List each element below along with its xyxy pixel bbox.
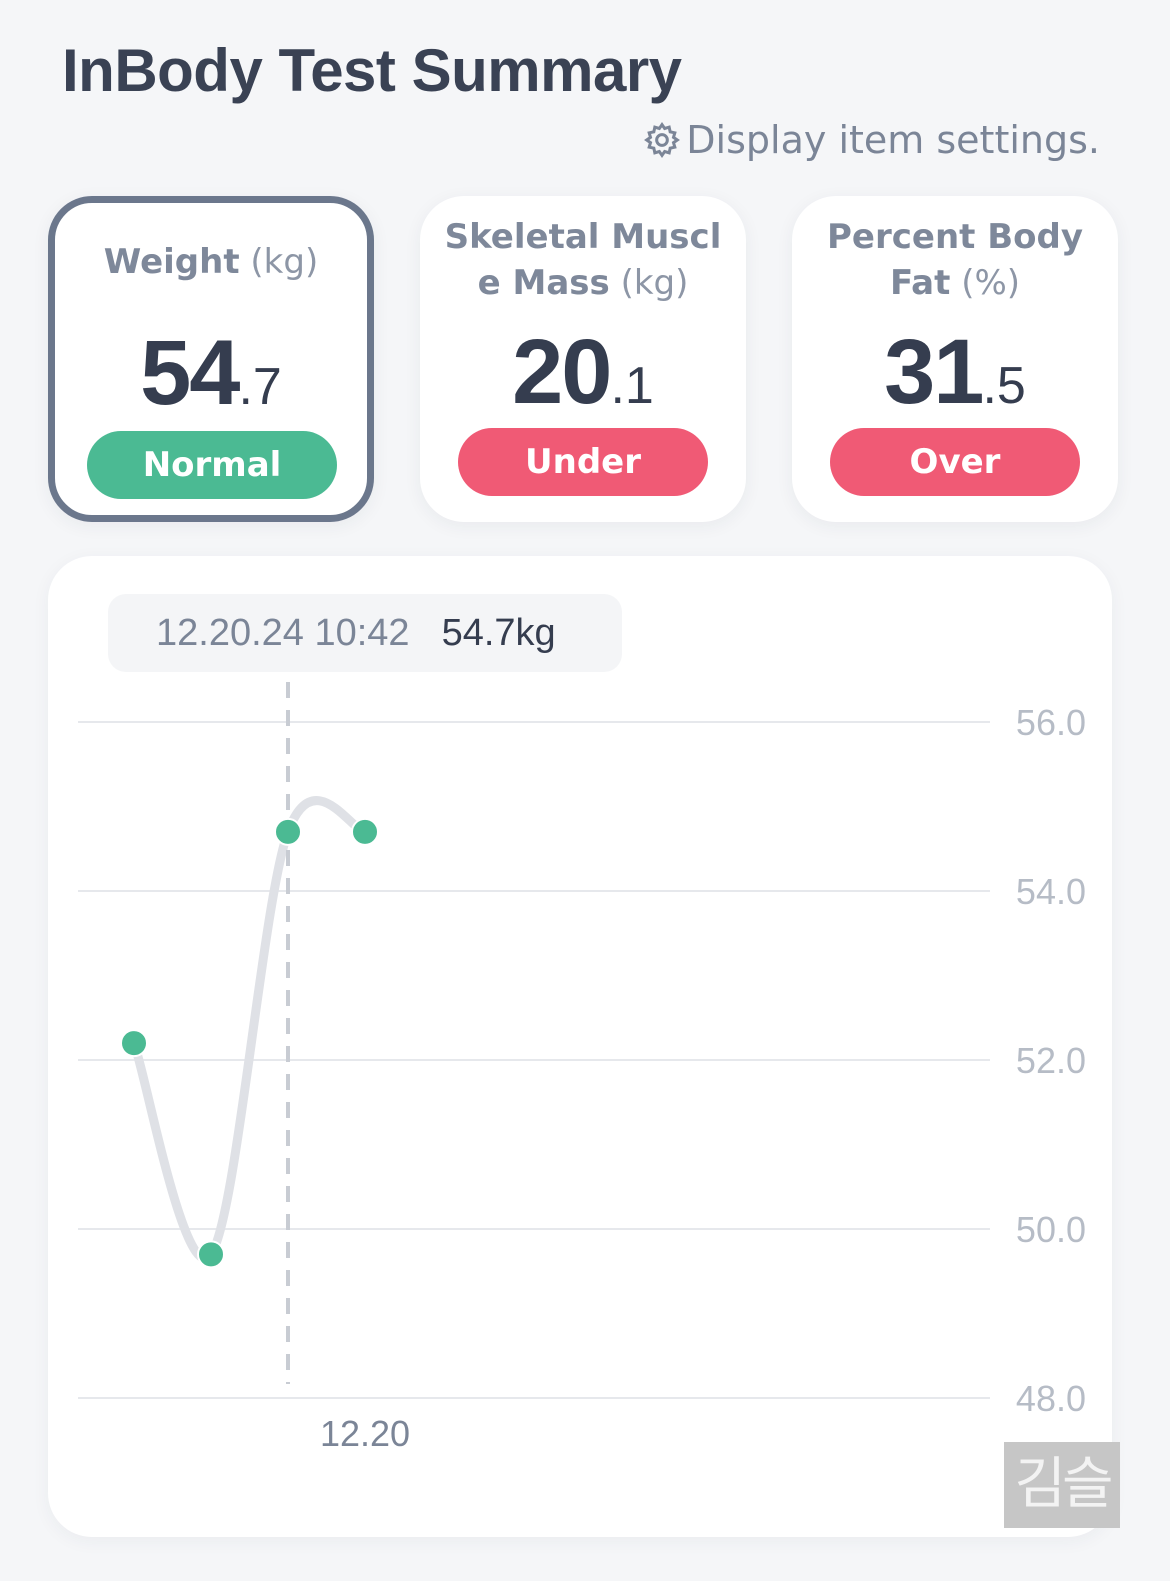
percent-body-fat-card[interactable]: Percent Body Fat (%) 31.5 Over <box>792 196 1118 522</box>
data-point[interactable] <box>351 817 379 846</box>
y-tick-label: 52.0 <box>1016 1040 1086 1081</box>
weight-trend-chart-card <box>48 556 1112 1537</box>
percent-body-fat-status-badge: Over <box>830 428 1080 496</box>
tooltip-date: 12.20.24 10:42 <box>156 611 410 654</box>
y-tick-label: 48.0 <box>1016 1378 1086 1419</box>
gear-icon <box>644 122 681 158</box>
data-point[interactable] <box>274 817 302 846</box>
skeletal-muscle-mass-label: Skeletal Muscle Mass (kg) <box>444 217 722 303</box>
data-point[interactable] <box>197 1240 225 1269</box>
percent-body-fat-label: Percent Body Fat (%) <box>826 217 1084 303</box>
skeletal-muscle-mass-status-badge: Under <box>458 428 708 496</box>
percent-body-fat-value: 31.5 <box>884 321 1026 423</box>
weight-card[interactable]: Weight (kg) 54.7 Normal <box>48 196 374 522</box>
data-point[interactable] <box>120 1029 148 1058</box>
y-tick-label: 54.0 <box>1016 871 1086 912</box>
weight-label: Weight (kg) <box>103 242 319 282</box>
page-title: InBody Test Summary <box>62 37 682 104</box>
x-tick-label: 12.20 <box>320 1413 410 1454</box>
weight-trend-line <box>129 796 370 1263</box>
watermark: 김슬 <box>1004 1442 1120 1528</box>
display-settings-label: Display item settings. <box>686 118 1100 162</box>
y-tick-label: 50.0 <box>1016 1209 1086 1250</box>
skeletal-muscle-mass-value: 20.1 <box>512 321 654 423</box>
chart-tooltip: 12.20.24 10:42 54.7kg <box>108 594 622 672</box>
y-tick-label: 56.0 <box>1016 702 1086 743</box>
display-settings-button[interactable]: Display item settings. <box>642 118 1100 162</box>
weight-value: 54.7 <box>140 322 282 424</box>
weight-status-badge: Normal <box>87 431 337 499</box>
tooltip-value: 54.7kg <box>441 611 556 654</box>
skeletal-muscle-mass-card[interactable]: Skeletal Muscle Mass (kg) 20.1 Under <box>420 196 746 522</box>
